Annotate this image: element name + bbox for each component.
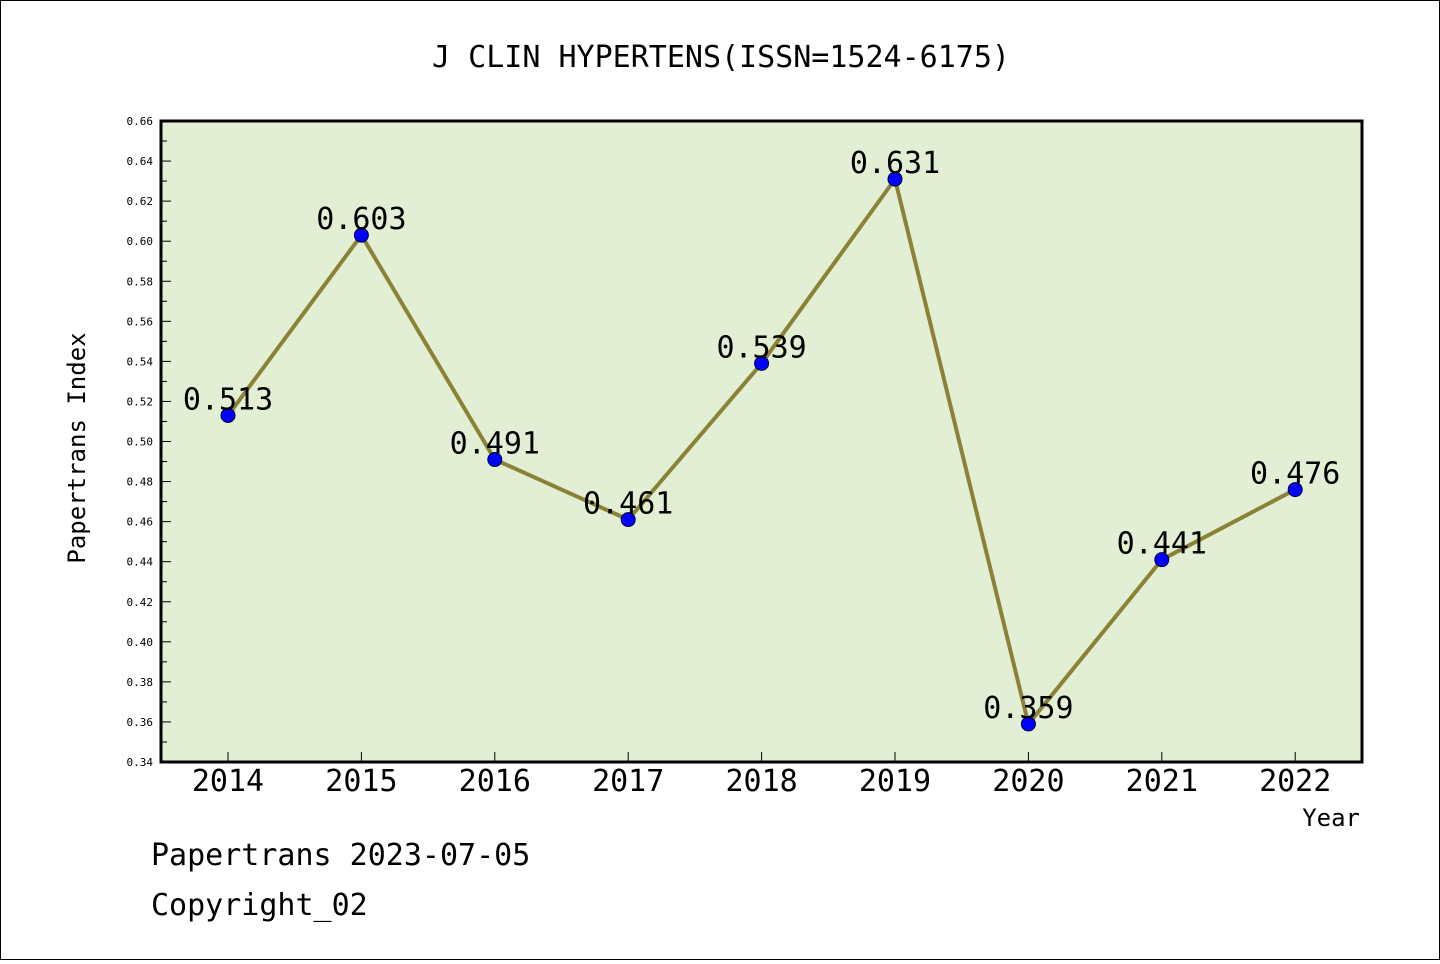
y-tick-label: 0.36: [127, 716, 154, 729]
y-tick-label: 0.46: [127, 516, 154, 529]
y-tick-label: 0.54: [127, 355, 154, 368]
x-tick-label: 2018: [725, 764, 797, 799]
series-markers: [220, 171, 1303, 732]
data-label: 0.603: [316, 202, 406, 237]
y-tick-label: 0.62: [127, 195, 154, 208]
chart-title: J CLIN HYPERTENS(ISSN=1524-6175): [432, 40, 1010, 75]
y-tick-label: 0.58: [127, 275, 154, 288]
y-tick-label: 0.44: [127, 556, 154, 569]
footer-date: Papertrans 2023-07-05: [151, 838, 530, 873]
footer-copyright: Copyright_02: [151, 888, 368, 923]
data-label: 0.359: [983, 691, 1073, 726]
data-labels: 0.513 0.603 0.491 0.461 0.539 0.631 0.359 0.441…: [183, 146, 1341, 726]
data-label: 0.491: [450, 427, 540, 462]
x-tick-label: 2014: [192, 764, 264, 799]
y-tick-label: 0.60: [127, 235, 154, 248]
x-tick-label: 2016: [459, 764, 531, 799]
data-point: [620, 512, 636, 528]
y-tick-label: 0.40: [127, 636, 154, 649]
data-point: [1287, 482, 1303, 498]
y-tick-label: 0.52: [127, 395, 154, 408]
data-label: 0.539: [716, 330, 806, 365]
data-label: 0.476: [1250, 457, 1340, 492]
data-point: [754, 355, 770, 371]
data-label: 0.631: [850, 146, 940, 181]
data-point: [1020, 716, 1036, 732]
y-tick-label: 0.56: [127, 315, 154, 328]
data-point: [887, 171, 903, 187]
data-label: 0.513: [183, 382, 273, 417]
y-axis-label: Papertrans Index: [63, 332, 91, 563]
x-axis: 2014 2015 2016 2017 2018 2019 2020 2021 2022: [192, 752, 1331, 799]
y-tick-label: 0.38: [127, 676, 154, 689]
data-label: 0.441: [1117, 527, 1207, 562]
y-tick-label: 0.66: [127, 115, 154, 128]
x-tick-label: 2019: [859, 764, 931, 799]
data-point: [1154, 552, 1170, 568]
y-tick-label: 0.48: [127, 476, 154, 489]
x-tick-label: 2022: [1259, 764, 1331, 799]
y-axis: 0.34 0.36 0.38 0.40 0.42 0.44 0.46 0.48 0.50 0.52…: [127, 115, 171, 769]
x-tick-label: 2017: [592, 764, 664, 799]
y-tick-label: 0.42: [127, 596, 154, 609]
data-label: 0.461: [583, 487, 673, 522]
y-tick-label: 0.64: [127, 155, 154, 168]
x-tick-label: 2020: [992, 764, 1064, 799]
x-tick-label: 2021: [1126, 764, 1198, 799]
y-tick-label: 0.50: [127, 436, 154, 449]
data-point: [353, 227, 369, 243]
data-point: [487, 452, 503, 468]
data-point: [220, 407, 236, 423]
x-axis-label: Year: [1302, 804, 1360, 832]
y-tick-label: 0.34: [127, 756, 154, 769]
x-tick-label: 2015: [325, 764, 397, 799]
